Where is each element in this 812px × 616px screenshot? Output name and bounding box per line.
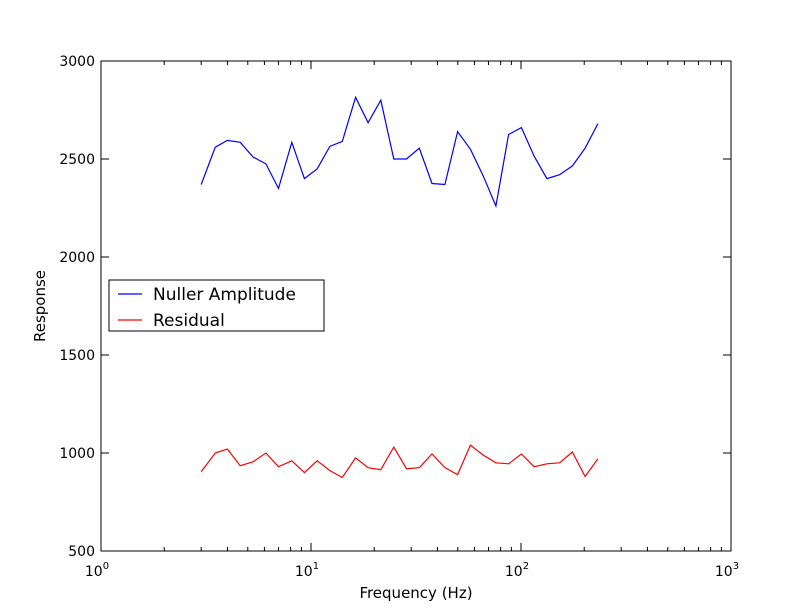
x-tick-label: 102 [505,561,529,580]
x-tick-label: 100 [85,561,109,580]
plot-frame [100,60,732,552]
y-tick-label: 2500 [59,152,95,168]
y-tick-label: 1500 [59,348,95,364]
legend: Nuller Amplitude Residual [108,279,325,332]
x-axis-label: Frequency (Hz) [359,584,472,602]
legend-label: Nuller Amplitude [153,285,296,305]
y-tick-label: 1000 [59,446,95,462]
series-layer [200,95,599,479]
y-tick-label: 3000 [59,54,95,70]
legend-label: Residual [153,311,225,331]
series-line-residual [200,444,599,479]
legend-box [108,279,325,332]
ticks-layer: 500 1000 1500 2000 2500 3000 100 101 102 103 [59,54,739,580]
x-tick-label: 103 [715,561,739,580]
series-line-nuller-amplitude [200,95,599,209]
y-tick-label: 2000 [59,250,95,266]
y-axis-label: Response [31,270,49,342]
y-tick-label: 500 [68,544,95,560]
x-tick-label: 101 [295,561,319,580]
